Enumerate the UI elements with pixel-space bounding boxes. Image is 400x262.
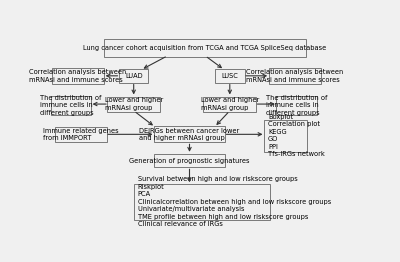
Text: Generation of prognostic signatures: Generation of prognostic signatures <box>129 157 250 163</box>
Text: Correlation analysis between
mRNAsi and immune scores: Correlation analysis between mRNAsi and … <box>246 69 344 83</box>
FancyBboxPatch shape <box>264 119 307 152</box>
Text: Immune related genes
from IMMPORT: Immune related genes from IMMPORT <box>43 128 119 141</box>
FancyBboxPatch shape <box>51 96 91 114</box>
FancyBboxPatch shape <box>204 96 256 112</box>
FancyBboxPatch shape <box>52 68 104 84</box>
FancyBboxPatch shape <box>107 96 160 112</box>
FancyBboxPatch shape <box>134 184 270 220</box>
Text: DEIRGs between cancer lower
and higher mRNAsi group: DEIRGs between cancer lower and higher m… <box>139 128 240 141</box>
Text: Lower and higher
mRNAsi group: Lower and higher mRNAsi group <box>104 97 163 111</box>
Text: Correlation analysis between
mRNAsi and immune scores: Correlation analysis between mRNAsi and … <box>29 69 126 83</box>
Text: Lower and higher
mRNAsi group: Lower and higher mRNAsi group <box>201 97 259 111</box>
Text: LUAD: LUAD <box>125 73 142 79</box>
FancyBboxPatch shape <box>268 68 321 84</box>
Text: Boxplot
Correlation plot
KEGG
GO
PPI
Tfs-IRGs network: Boxplot Correlation plot KEGG GO PPI Tfs… <box>268 114 325 157</box>
FancyBboxPatch shape <box>276 96 317 114</box>
FancyBboxPatch shape <box>154 126 225 143</box>
Text: Survival between high and low riskscore groups
Riskplot
PCA
Clinicalcorrelation : Survival between high and low riskscore … <box>138 176 331 227</box>
FancyBboxPatch shape <box>154 154 225 167</box>
FancyBboxPatch shape <box>215 69 244 83</box>
Text: LUSC: LUSC <box>221 73 238 79</box>
Text: The distribution of
immune cells in
different groups: The distribution of immune cells in diff… <box>266 95 327 116</box>
Text: Lung cancer cohort acquisition from TCGA and TCGA SpliceSeq database: Lung cancer cohort acquisition from TCGA… <box>83 45 327 51</box>
FancyBboxPatch shape <box>56 127 106 142</box>
FancyBboxPatch shape <box>104 39 306 57</box>
FancyBboxPatch shape <box>119 69 148 83</box>
Text: The distribution of
immune cells in
different groups: The distribution of immune cells in diff… <box>40 95 102 116</box>
